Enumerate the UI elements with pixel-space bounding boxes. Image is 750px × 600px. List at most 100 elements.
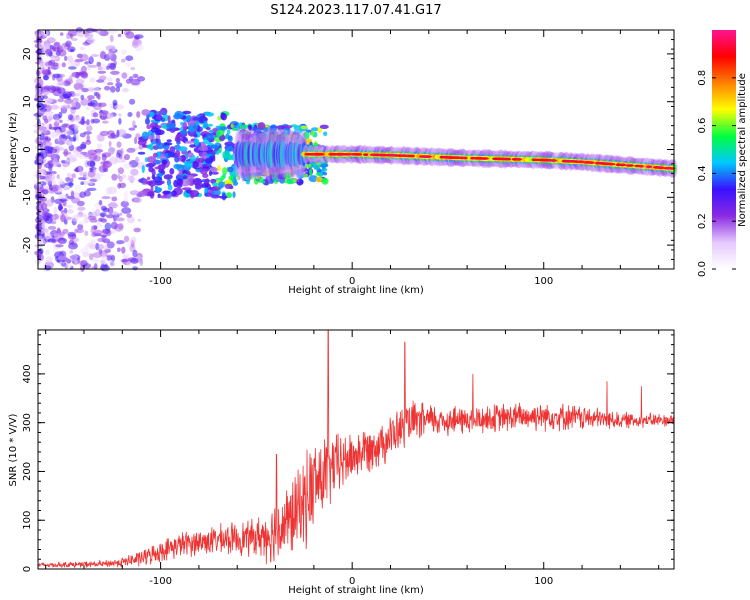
spectrogram-cell — [153, 114, 163, 122]
spectrogram-cell — [308, 175, 318, 183]
spectrogram-cell — [71, 93, 81, 97]
spectrogram-cell — [101, 153, 107, 162]
spectrogram-cell — [182, 154, 186, 162]
x-tick-label: 100 — [534, 576, 553, 587]
spectrogram-cell — [65, 204, 73, 208]
colorbar: 0.0 0.2 0.4 0.6 0.8 Normalized spectral ampl… — [697, 30, 748, 277]
spectrogram-cell — [250, 127, 259, 131]
spectrogram-cell — [266, 170, 271, 176]
spectrogram-cell — [99, 212, 107, 218]
spectrogram-cell — [49, 104, 59, 110]
spectrogram-cell — [479, 157, 489, 160]
y-tick-label: 200 — [22, 462, 33, 481]
spectrogram-cell — [119, 182, 127, 189]
spectrogram-cell — [73, 134, 77, 142]
spectrogram-cell — [79, 53, 89, 62]
spectrogram-cell — [44, 145, 54, 154]
spectrogram-cell — [92, 112, 99, 118]
spectrogram-cell — [121, 88, 129, 93]
spectrogram-cell — [83, 153, 90, 158]
spectrogram-cell — [56, 174, 60, 180]
spectrogram-cell — [117, 167, 124, 175]
spectrogram-cell — [260, 167, 264, 174]
spectrogram-cell — [109, 147, 116, 152]
spectrogram-cell — [127, 216, 135, 224]
spectrogram-cell — [421, 155, 433, 159]
spectrogram-cell — [115, 82, 123, 88]
spectrogram-cell — [75, 78, 85, 85]
spectrogram-cell — [128, 257, 137, 262]
spectrogram-cell — [224, 183, 233, 189]
spectrogram-cell — [102, 207, 110, 213]
spectrogram-cell — [129, 190, 140, 196]
spectrogram-cell — [212, 182, 218, 187]
spectrogram-cell — [117, 33, 122, 38]
snr-frame — [37, 329, 675, 570]
spectrogram-cell — [81, 180, 91, 185]
spectrogram-cell — [218, 195, 228, 199]
spectrogram-cell — [228, 175, 234, 181]
spectrogram-cell — [130, 78, 141, 86]
y-tick-label: 0 — [22, 146, 33, 152]
spectrogram-cell — [146, 156, 157, 163]
spectrogram-cell — [118, 117, 122, 125]
spectrogram-cell — [195, 183, 202, 190]
spectrogram-cell — [60, 134, 66, 139]
spectrogram-cell — [65, 177, 71, 182]
y-tick-label: 0 — [22, 566, 33, 572]
spectrogram-cell — [50, 221, 57, 225]
spectrogram-cell — [89, 181, 94, 186]
spectrogram-cell — [174, 110, 184, 119]
spectrogram-cell — [82, 171, 88, 177]
spectrogram-cell — [132, 266, 138, 271]
spectrogram-cell — [154, 166, 164, 170]
spectrogram-cell — [89, 77, 96, 83]
spectrogram-cell — [227, 145, 234, 152]
spectrogram-cell — [44, 97, 52, 106]
spectrogram-cell — [141, 109, 151, 116]
spectrogram-cell — [230, 123, 234, 128]
spectrogram-cell — [137, 218, 141, 222]
spectrogram-cell — [69, 250, 74, 254]
spectrogram-cell — [56, 227, 61, 234]
spectrogram-cell — [74, 184, 82, 192]
snr-panel: -100 0 100 0 100 200 300 400 Height of straight… — [8, 329, 675, 596]
spectrogram-cell — [111, 173, 118, 181]
spectrogram-cell — [136, 111, 141, 118]
spectrogram-cell — [170, 129, 176, 133]
spectrogram-cell — [123, 190, 129, 199]
spectrogram-cell — [206, 123, 213, 127]
spectrogram-cell — [130, 168, 139, 176]
spectrogram-cell — [192, 116, 199, 121]
spectrogram-cell — [98, 199, 103, 206]
spectrogram-cell — [269, 125, 277, 129]
spectrogram-cell — [363, 153, 369, 157]
spectrogram-cell — [118, 113, 122, 117]
spectrogram-cell — [66, 172, 72, 179]
spectrogram-cell — [106, 214, 115, 219]
spectrogram-cell — [656, 166, 665, 170]
spectrogram-cell — [210, 194, 220, 199]
spectrogram-cell — [50, 86, 60, 92]
spectrogram-cell — [209, 144, 219, 149]
spectrogram-cell — [225, 192, 233, 199]
spectrogram-cell — [68, 242, 78, 250]
spectrogram-cell — [126, 148, 135, 154]
spectrogram-cell — [77, 206, 86, 211]
spectrogram-cell — [241, 173, 248, 181]
spectrogram-cell — [110, 85, 116, 93]
spectrogram-cell — [86, 125, 93, 132]
spectrogram-cell — [306, 163, 312, 169]
spectrogram-cell — [163, 174, 173, 180]
spectrogram-cell — [52, 62, 59, 67]
spectrogram-cell — [250, 174, 255, 180]
spectrogram-cell — [45, 136, 49, 140]
colorbar-label: Normalized spectral amplitude — [737, 73, 748, 227]
spectrogram-cell — [133, 227, 141, 233]
spectrogram-cell — [125, 31, 135, 39]
spectrogram-cell — [226, 129, 231, 135]
spectrogram-cell — [313, 142, 319, 149]
spectrogram-cell — [141, 131, 149, 140]
spectrogram-cell — [101, 196, 111, 200]
y-tick-label: 20 — [22, 48, 33, 61]
